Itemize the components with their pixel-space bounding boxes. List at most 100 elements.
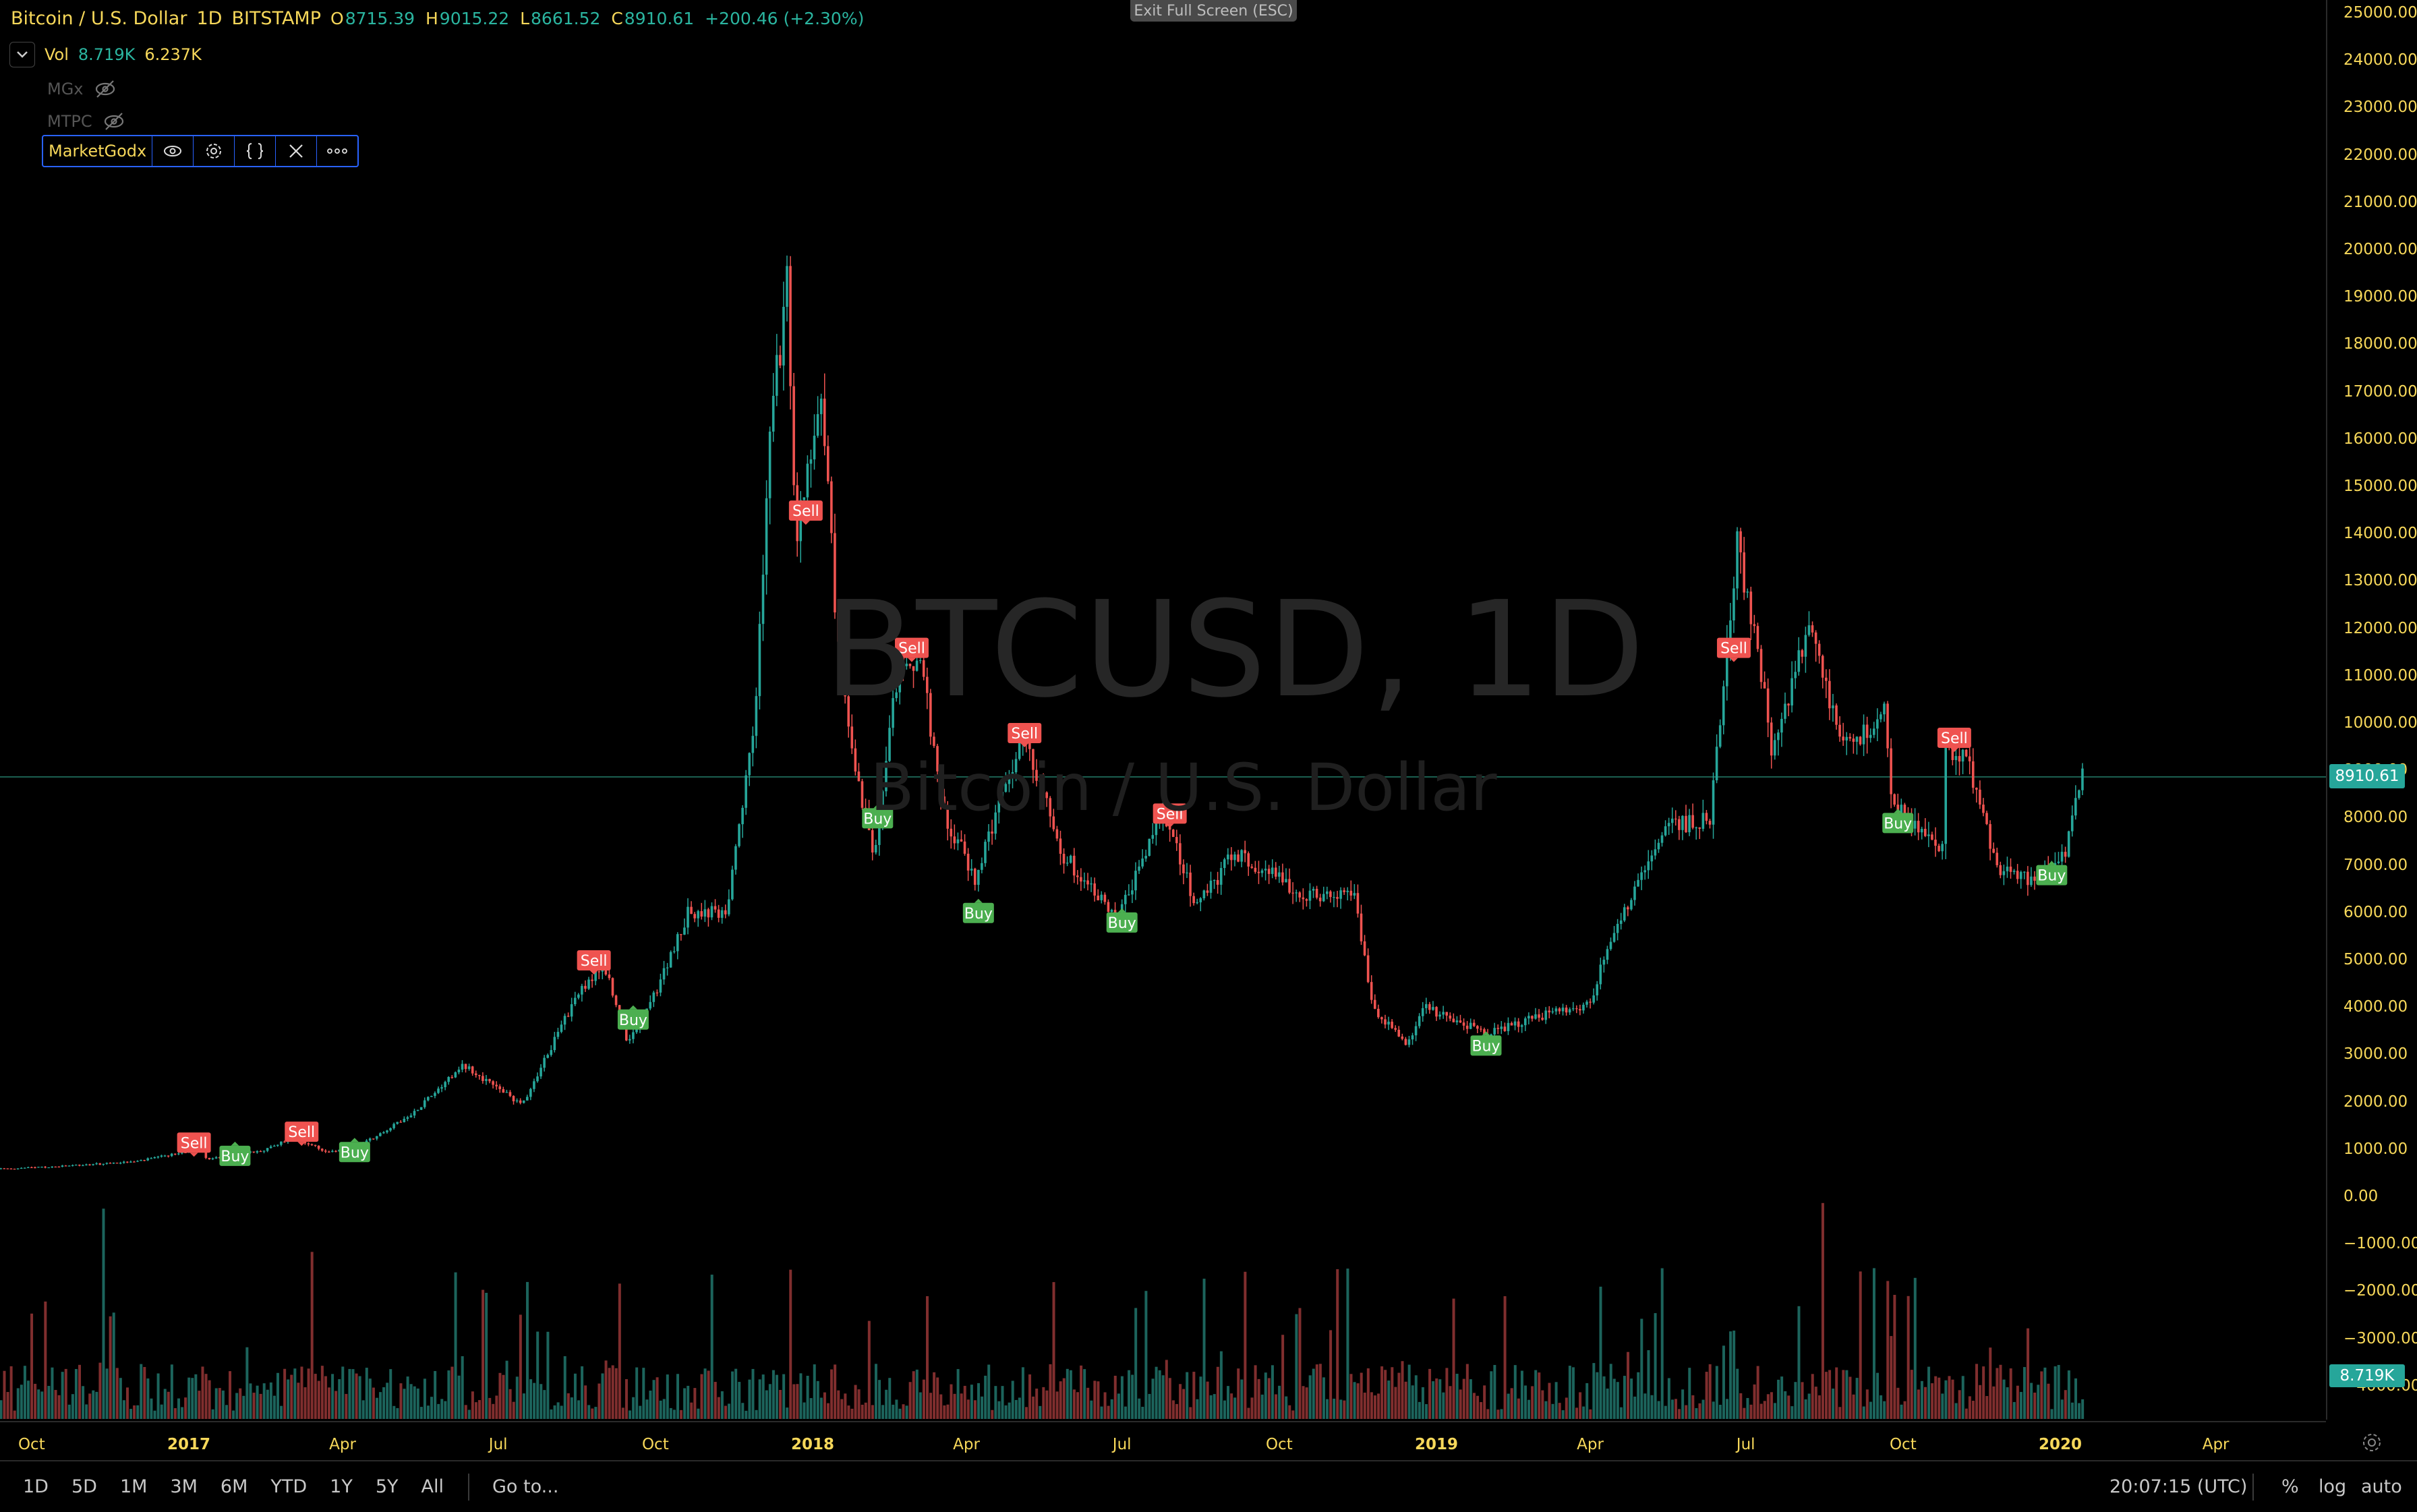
- volume-indicator-label[interactable]: Vol: [45, 45, 69, 64]
- range-button-6m[interactable]: 6M: [220, 1476, 248, 1497]
- price-axis-label: −1000.00: [2343, 1235, 2417, 1253]
- collapse-chevron-icon[interactable]: [9, 42, 35, 67]
- candle-body: [1718, 725, 1722, 747]
- symbol-name[interactable]: Bitcoin / U.S. Dollar: [11, 8, 187, 29]
- volume-bar: [1773, 1403, 1776, 1419]
- volume-bar: [467, 1409, 471, 1419]
- range-button-1y[interactable]: 1Y: [330, 1476, 353, 1497]
- volume-bar: [485, 1293, 488, 1419]
- candle-body: [98, 1163, 102, 1165]
- close-icon[interactable]: [276, 136, 318, 166]
- candle-body: [1869, 734, 1872, 738]
- toolbar-divider: [468, 1473, 469, 1501]
- range-button-3m[interactable]: 3M: [170, 1476, 198, 1497]
- candle-body: [181, 1152, 183, 1154]
- interval-label[interactable]: 1D: [196, 8, 223, 29]
- volume-bar: [1801, 1382, 1804, 1419]
- volume-bar: [389, 1369, 392, 1419]
- candle-body: [1128, 894, 1130, 896]
- marketgodx-label[interactable]: MarketGodx: [43, 136, 153, 166]
- price-chart[interactable]: SellBuySellBuySellBuySellBuySellBuySellB…: [0, 0, 2326, 1420]
- volume-bar: [529, 1379, 533, 1419]
- goto-date-button[interactable]: Go to...: [492, 1476, 559, 1497]
- candle-body: [1189, 872, 1192, 896]
- volume-bar: [775, 1374, 778, 1419]
- range-button-all[interactable]: All: [421, 1476, 444, 1497]
- hidden-eye-icon[interactable]: [93, 77, 117, 101]
- candle-body: [1346, 890, 1349, 892]
- utc-clock[interactable]: 20:07:15 (UTC): [2109, 1476, 2248, 1497]
- volume-bar: [1558, 1403, 1561, 1419]
- volume-bar: [1264, 1372, 1267, 1419]
- percent-scale-toggle[interactable]: %: [2281, 1476, 2299, 1497]
- candle-body: [741, 807, 744, 825]
- volume-bar: [581, 1366, 584, 1419]
- candle-body: [1705, 813, 1708, 821]
- volume-bar: [2016, 1385, 2019, 1419]
- gear-icon[interactable]: [194, 136, 235, 166]
- volume-bar: [1592, 1363, 1596, 1419]
- volume-bar: [26, 1380, 30, 1419]
- volume-bar: [652, 1380, 656, 1419]
- mgx-label[interactable]: MGx: [47, 80, 84, 98]
- candle-body: [1264, 869, 1267, 871]
- candle-body: [1979, 789, 1981, 805]
- candle-body: [1100, 894, 1103, 900]
- candle-body: [1428, 1004, 1431, 1010]
- volume-bar: [1520, 1370, 1523, 1419]
- time-axis[interactable]: Oct 2017 Apr Jul Oct 2018 Apr Jul Oct 2019 Apr Jul O…: [0, 1421, 2326, 1463]
- range-button-5d[interactable]: 5D: [71, 1476, 97, 1497]
- candle-body: [1411, 1035, 1414, 1040]
- candle-body: [1274, 867, 1277, 877]
- volume-bar: [1424, 1404, 1428, 1419]
- candle-body: [1992, 848, 1995, 853]
- range-button-ytd[interactable]: YTD: [270, 1476, 308, 1497]
- candle-body: [1520, 1025, 1523, 1027]
- more-options-icon[interactable]: [317, 136, 357, 166]
- volume-bar: [1059, 1381, 1062, 1419]
- volume-bar: [1349, 1374, 1353, 1419]
- range-button-5y[interactable]: 5Y: [375, 1476, 399, 1497]
- candle-body: [1938, 846, 1940, 852]
- volume-bar: [1804, 1399, 1807, 1419]
- hidden-eye-icon[interactable]: [102, 109, 126, 134]
- time-axis-label: Oct: [18, 1436, 45, 1453]
- volume-bar: [734, 1368, 738, 1419]
- candle-body: [779, 355, 782, 366]
- volume-bar: [1807, 1393, 1811, 1419]
- auto-scale-toggle[interactable]: auto: [2361, 1476, 2402, 1497]
- volume-bar: [577, 1400, 581, 1419]
- volume-bar: [1531, 1386, 1534, 1419]
- range-button-1d[interactable]: 1D: [23, 1476, 49, 1497]
- volume-bar: [47, 1386, 51, 1419]
- candle-body: [2060, 852, 2064, 862]
- volume-bar: [970, 1385, 973, 1419]
- candle-body: [508, 1092, 512, 1097]
- candle-body: [1872, 728, 1875, 735]
- candle-body: [1302, 897, 1305, 900]
- candle-body: [672, 951, 676, 952]
- candle-body: [874, 844, 877, 853]
- volume-bar: [1011, 1380, 1014, 1419]
- mtpc-label[interactable]: MTPC: [47, 112, 92, 131]
- candle-body: [1817, 643, 1821, 656]
- candle-body: [280, 1141, 283, 1145]
- eye-icon[interactable]: [152, 136, 194, 166]
- volume-bar: [1148, 1393, 1151, 1419]
- log-scale-toggle[interactable]: log: [2319, 1476, 2347, 1497]
- chart-settings-gear-icon[interactable]: [2358, 1428, 2386, 1457]
- candle-body: [1660, 835, 1664, 843]
- price-axis[interactable]: 25000.00 24000.00 23000.00 22000.00 21000.00…: [2326, 0, 2417, 1420]
- source-code-icon[interactable]: [235, 136, 276, 166]
- volume-indicator-row: Vol 8.719K 6.237K: [9, 42, 202, 67]
- volume-bar: [225, 1405, 228, 1419]
- range-button-1m[interactable]: 1M: [119, 1476, 148, 1497]
- candle-body: [1131, 890, 1134, 895]
- candle-body: [478, 1075, 481, 1076]
- candle-body: [1496, 1028, 1500, 1029]
- volume-bar: [1513, 1365, 1517, 1419]
- volume-bar: [672, 1409, 676, 1419]
- exit-fullscreen-button[interactable]: Exit Full Screen (ESC): [1130, 0, 1297, 22]
- candle-body: [943, 796, 945, 807]
- volume-bar: [112, 1312, 115, 1419]
